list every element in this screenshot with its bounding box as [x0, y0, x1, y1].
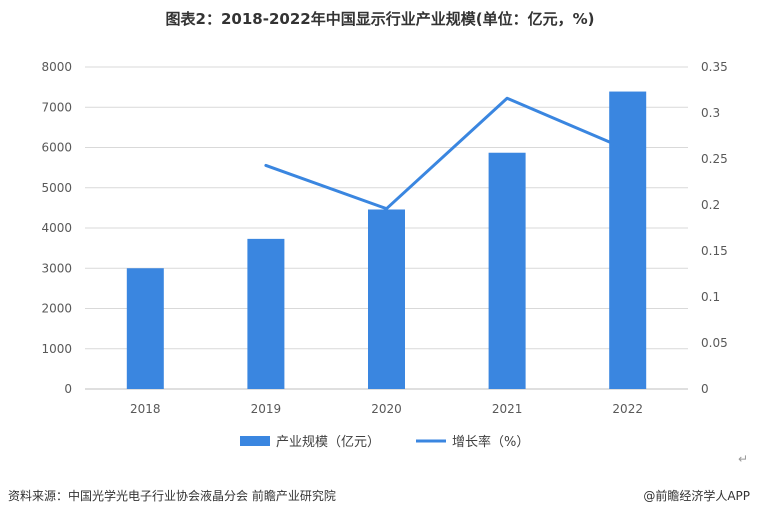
x-tick-label: 2020 [371, 402, 402, 416]
left-tick-label: 5000 [41, 181, 72, 195]
x-tick-label: 2019 [251, 402, 282, 416]
legend-bar-label: 产业规模（亿元） [276, 435, 380, 450]
right-tick-label: 0.25 [701, 152, 728, 166]
x-tick-label: 2022 [612, 402, 643, 416]
x-tick-label: 2018 [130, 402, 161, 416]
x-axis: 2018 2019 2020 2021 2022 [130, 402, 643, 416]
right-axis: 0 0.05 0.1 0.15 0.2 0.25 0.3 0.35 [701, 60, 728, 396]
bar [126, 268, 164, 389]
legend: 产业规模（亿元） 增长率（%） [240, 434, 529, 450]
left-tick-label: 2000 [41, 302, 72, 316]
right-tick-label: 0.15 [701, 244, 728, 258]
right-tick-label: 0.2 [701, 198, 720, 212]
left-tick-label: 1000 [41, 342, 72, 356]
source-text: 资料来源：中国光学光电子行业协会液晶分会 前瞻产业研究院 [8, 489, 336, 503]
bar [609, 91, 647, 390]
bar [488, 152, 526, 389]
right-tick-label: 0.05 [701, 336, 728, 350]
return-mark: ↵ [737, 452, 748, 466]
copyright-text: @前瞻经济学人APP [643, 489, 750, 503]
right-tick-label: 0.1 [701, 290, 720, 304]
line-series [264, 96, 630, 211]
bar [368, 209, 405, 389]
left-tick-label: 6000 [41, 141, 72, 155]
left-tick-label: 0 [64, 382, 72, 396]
left-tick-label: 3000 [41, 261, 72, 275]
x-tick-label: 2021 [492, 402, 523, 416]
chart-title: 图表2：2018-2022年中国显示行业产业规模(单位：亿元，%) [165, 10, 595, 28]
legend-line-label: 增长率（%） [452, 434, 529, 450]
right-tick-label: 0.35 [701, 60, 728, 74]
growth-line [264, 96, 630, 211]
bar [247, 238, 285, 389]
right-tick-label: 0 [701, 382, 709, 396]
left-tick-label: 7000 [41, 100, 72, 114]
left-axis: 0 1000 2000 3000 4000 5000 6000 7000 8000 [41, 60, 72, 396]
left-tick-label: 8000 [41, 60, 72, 74]
right-tick-label: 0.3 [701, 106, 720, 120]
bar-series [126, 91, 647, 390]
legend-bar-swatch [240, 436, 270, 446]
left-tick-label: 4000 [41, 221, 72, 235]
